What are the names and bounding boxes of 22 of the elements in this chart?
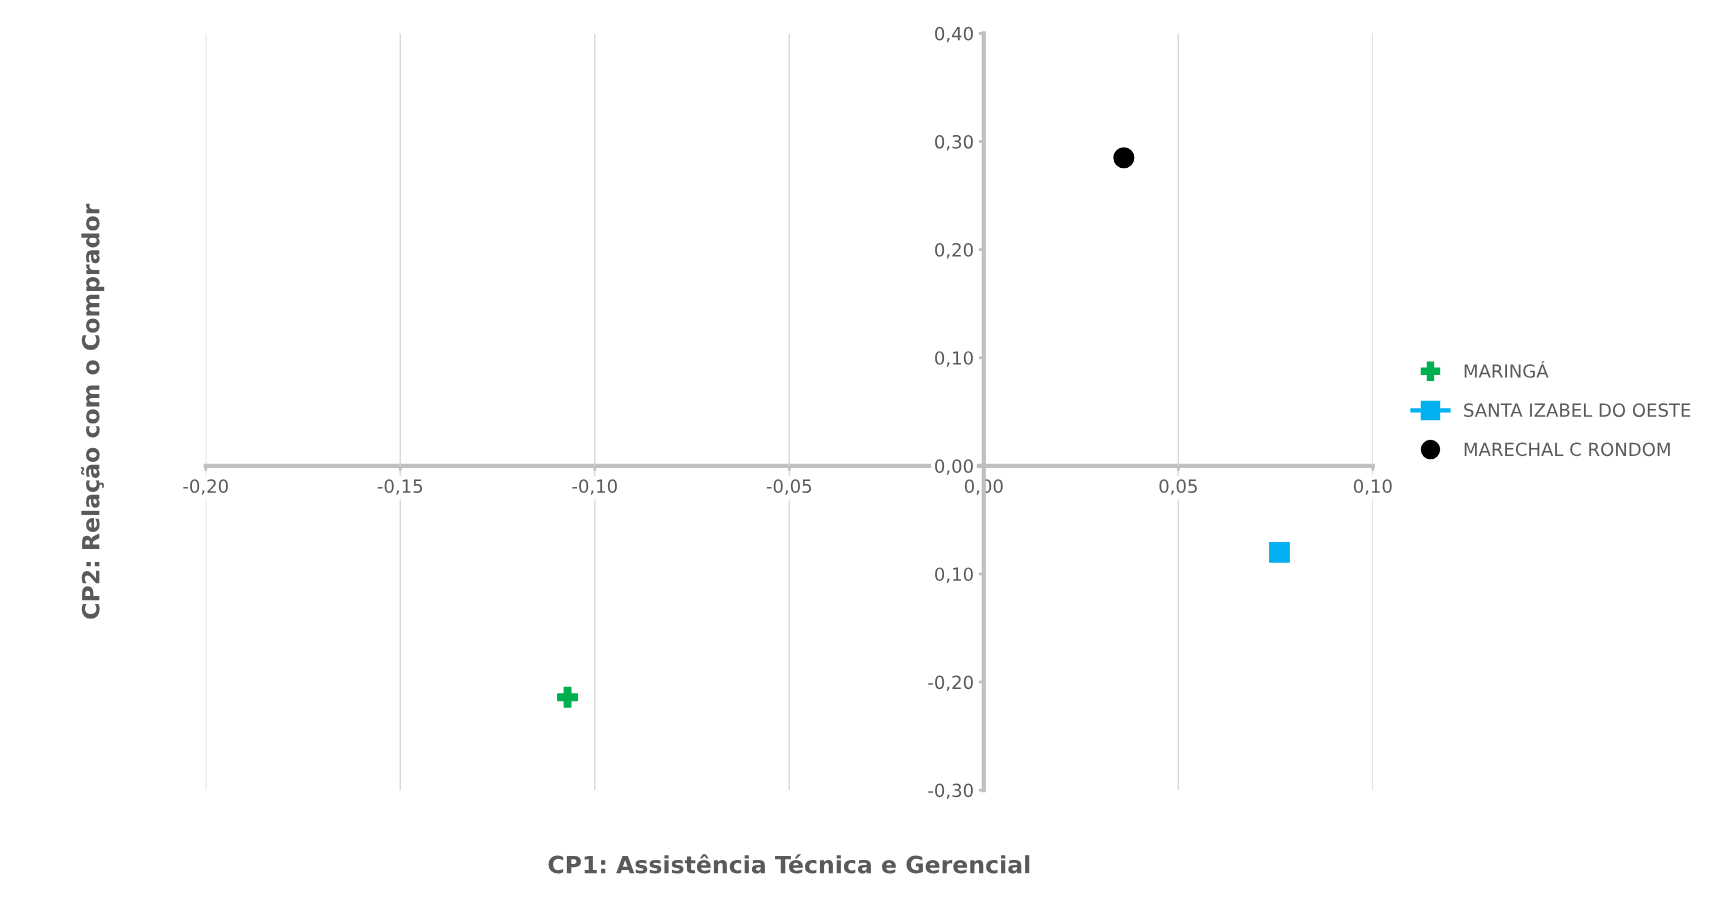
x-tick-label: -0,15 (377, 479, 423, 495)
point (1113, 147, 1135, 169)
y-axis-title: CP2: Relação com o Comprador (80, 203, 105, 619)
legend-label: SANTA IZABEL DO OESTE (1464, 403, 1691, 418)
y-tick-label: -0,30 (928, 783, 973, 800)
point (1269, 541, 1290, 563)
x-axis-title: CP1: Assistência Técnica e Gerencial (548, 854, 1030, 874)
x-tick-label: -0,10 (572, 479, 617, 495)
y-tick-label: 0,30 (935, 134, 973, 151)
point (557, 686, 579, 708)
legend-label: MARECHAL C RONDOM (1464, 442, 1670, 457)
x-tick-label: 0,05 (1159, 479, 1197, 495)
y-tick-label: 0,10 (935, 567, 973, 583)
y-tick-label: 0,10 (935, 351, 973, 367)
y-tick-label: 0,00 (935, 459, 973, 475)
y-tick-label: -0,20 (928, 675, 973, 691)
x-tick-label: -0,20 (183, 479, 228, 495)
y-tick-label: 0,20 (935, 243, 973, 259)
x-tick-label: 0,10 (1353, 479, 1392, 495)
x-tick-label: -0,05 (766, 479, 812, 495)
legend-label: MARINGÁ (1464, 360, 1549, 378)
y-tick-label: 0,40 (935, 26, 973, 43)
